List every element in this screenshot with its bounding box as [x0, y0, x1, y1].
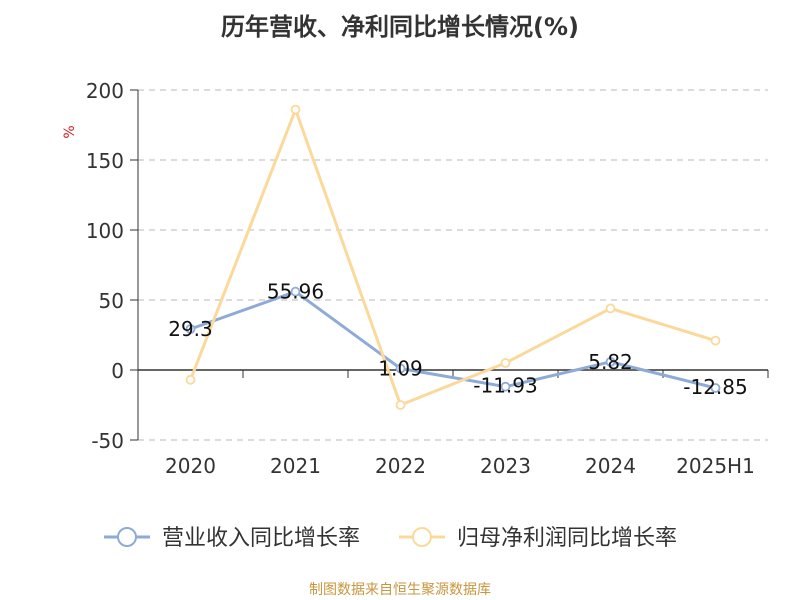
grid-lines — [138, 89, 768, 441]
y-tick-label: 200 — [86, 79, 124, 103]
y-tick-label: 100 — [86, 219, 124, 243]
series-point — [395, 363, 406, 374]
series-point — [605, 303, 616, 314]
series-line — [189, 290, 716, 390]
series-point — [710, 335, 721, 346]
data-label: 29.3 — [168, 317, 213, 341]
x-tick-label: 2025H1 — [676, 454, 755, 478]
source-note: 制图数据来自恒生聚源数据库 — [309, 582, 491, 598]
x-tick-label: 2021 — [270, 454, 321, 478]
x-tick-label: 2022 — [375, 454, 426, 478]
series-point — [290, 286, 301, 297]
x-tick-label: 2023 — [480, 454, 531, 478]
data-labels: 29.3 55.96 1.09 -11.93 5.82 -12.85 — [168, 280, 748, 399]
y-tick-label: -50 — [91, 429, 124, 453]
series-line — [189, 108, 716, 407]
data-label: 5.82 — [588, 350, 633, 374]
legend-label: 归母净利润同比增长率 — [457, 526, 677, 551]
series-point — [710, 383, 721, 393]
data-label: 1.09 — [378, 356, 423, 380]
y-tick-label: 150 — [86, 149, 124, 173]
axes: -50 0 50 100 150 200 2020 2021 2022 2023 2024 2025H… — [86, 79, 769, 478]
x-tick-label: 2024 — [585, 454, 636, 478]
series-point — [500, 358, 511, 368]
y-unit-label: % — [62, 125, 78, 138]
series-point — [500, 381, 511, 392]
legend-marker-circle — [412, 527, 432, 547]
data-label: -11.93 — [473, 374, 537, 398]
y-tick-label: 0 — [111, 359, 124, 383]
data-label: -12.85 — [683, 375, 747, 399]
series-point — [290, 104, 301, 115]
legend-label: 营业收入同比增长率 — [162, 526, 360, 551]
y-tick-label: 50 — [99, 289, 124, 313]
series-point — [185, 324, 196, 334]
data-label: 55.96 — [267, 280, 324, 304]
series-point — [395, 400, 406, 410]
x-tick-label: 2020 — [165, 454, 216, 478]
legend-marker-circle — [117, 527, 137, 547]
series-lines — [185, 104, 721, 410]
series-point — [185, 374, 196, 385]
legend: 营业收入同比增长率 归母净利润同比增长率 — [104, 526, 677, 551]
chart-title: 历年营收、净利同比增长情况(%) — [221, 13, 579, 41]
series-point — [605, 356, 616, 367]
